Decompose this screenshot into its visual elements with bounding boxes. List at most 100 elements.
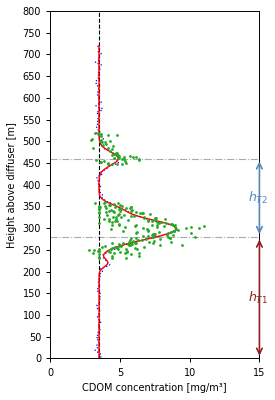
Point xyxy=(136,236,141,243)
Point xyxy=(114,150,118,156)
Point xyxy=(113,244,117,250)
Point xyxy=(172,227,177,234)
Point xyxy=(116,246,120,252)
Y-axis label: Height above diffuser [m]: Height above diffuser [m] xyxy=(7,122,17,248)
Point xyxy=(97,209,101,216)
Point xyxy=(108,148,112,154)
Point xyxy=(117,211,121,218)
Point xyxy=(155,224,159,230)
Point xyxy=(129,204,133,210)
Point xyxy=(108,249,112,255)
Point xyxy=(122,154,126,160)
Point xyxy=(139,237,144,243)
Point xyxy=(123,204,128,211)
Point xyxy=(150,239,155,246)
Point xyxy=(167,235,172,241)
Point xyxy=(147,211,152,217)
Point xyxy=(108,138,112,144)
Point xyxy=(101,142,106,148)
Point xyxy=(197,225,201,231)
Point xyxy=(158,236,162,242)
Point xyxy=(109,246,113,252)
Point xyxy=(112,151,116,157)
Point xyxy=(137,250,142,256)
Point xyxy=(111,208,115,215)
Point xyxy=(109,151,114,158)
Point xyxy=(146,233,150,240)
Point xyxy=(119,206,123,212)
Point xyxy=(123,158,127,164)
Point xyxy=(104,204,108,211)
Point xyxy=(102,138,107,145)
Point xyxy=(132,245,137,251)
Point xyxy=(155,222,160,228)
Point xyxy=(101,216,106,222)
Point xyxy=(150,232,154,238)
Point xyxy=(150,222,154,228)
Point xyxy=(98,131,103,137)
Point xyxy=(163,216,167,222)
Point xyxy=(152,231,156,237)
Point xyxy=(107,201,111,208)
Point xyxy=(115,150,119,157)
Point xyxy=(124,254,128,261)
Point xyxy=(141,225,146,231)
Point xyxy=(98,159,103,166)
Point xyxy=(87,247,91,253)
Point xyxy=(93,200,98,207)
Point xyxy=(124,160,128,166)
Point xyxy=(114,215,119,222)
Point xyxy=(97,254,101,260)
Point xyxy=(121,240,125,246)
Point xyxy=(134,222,139,228)
Point xyxy=(174,226,178,232)
Point xyxy=(108,202,112,208)
Point xyxy=(115,161,119,168)
Point xyxy=(106,161,110,167)
Point xyxy=(126,242,131,248)
Point xyxy=(89,137,93,143)
Point xyxy=(169,229,174,235)
Point xyxy=(103,203,107,209)
Point xyxy=(127,239,132,246)
Point xyxy=(114,214,119,220)
Point xyxy=(145,226,149,232)
Point xyxy=(107,208,111,214)
Point xyxy=(171,222,175,228)
Point xyxy=(137,156,141,162)
Point xyxy=(93,130,97,137)
Point xyxy=(105,212,109,218)
Point xyxy=(137,210,142,216)
Point xyxy=(116,152,120,158)
Point xyxy=(146,216,150,223)
Point xyxy=(142,214,147,220)
Point xyxy=(135,228,139,235)
Point xyxy=(125,248,129,254)
Point xyxy=(129,241,133,247)
Point xyxy=(150,234,155,240)
Point xyxy=(151,234,155,240)
Text: $h_{T2}$: $h_{T2}$ xyxy=(248,190,268,206)
Point xyxy=(189,224,193,231)
Point xyxy=(116,212,120,219)
Point xyxy=(120,161,124,167)
Point xyxy=(193,233,197,240)
Point xyxy=(118,202,123,208)
Point xyxy=(171,232,175,238)
Point xyxy=(116,206,121,212)
Point xyxy=(153,217,157,223)
Point xyxy=(103,243,107,250)
Point xyxy=(122,212,126,218)
Point xyxy=(133,240,138,246)
Point xyxy=(121,227,126,234)
Point xyxy=(109,245,114,252)
Point xyxy=(100,244,104,250)
Point xyxy=(90,136,95,142)
Point xyxy=(134,230,138,236)
Point xyxy=(166,234,170,240)
Point xyxy=(97,246,101,252)
Point xyxy=(126,216,130,223)
Point xyxy=(111,214,115,220)
X-axis label: CDOM concentration [mg/m³]: CDOM concentration [mg/m³] xyxy=(82,383,227,393)
Point xyxy=(119,242,123,249)
